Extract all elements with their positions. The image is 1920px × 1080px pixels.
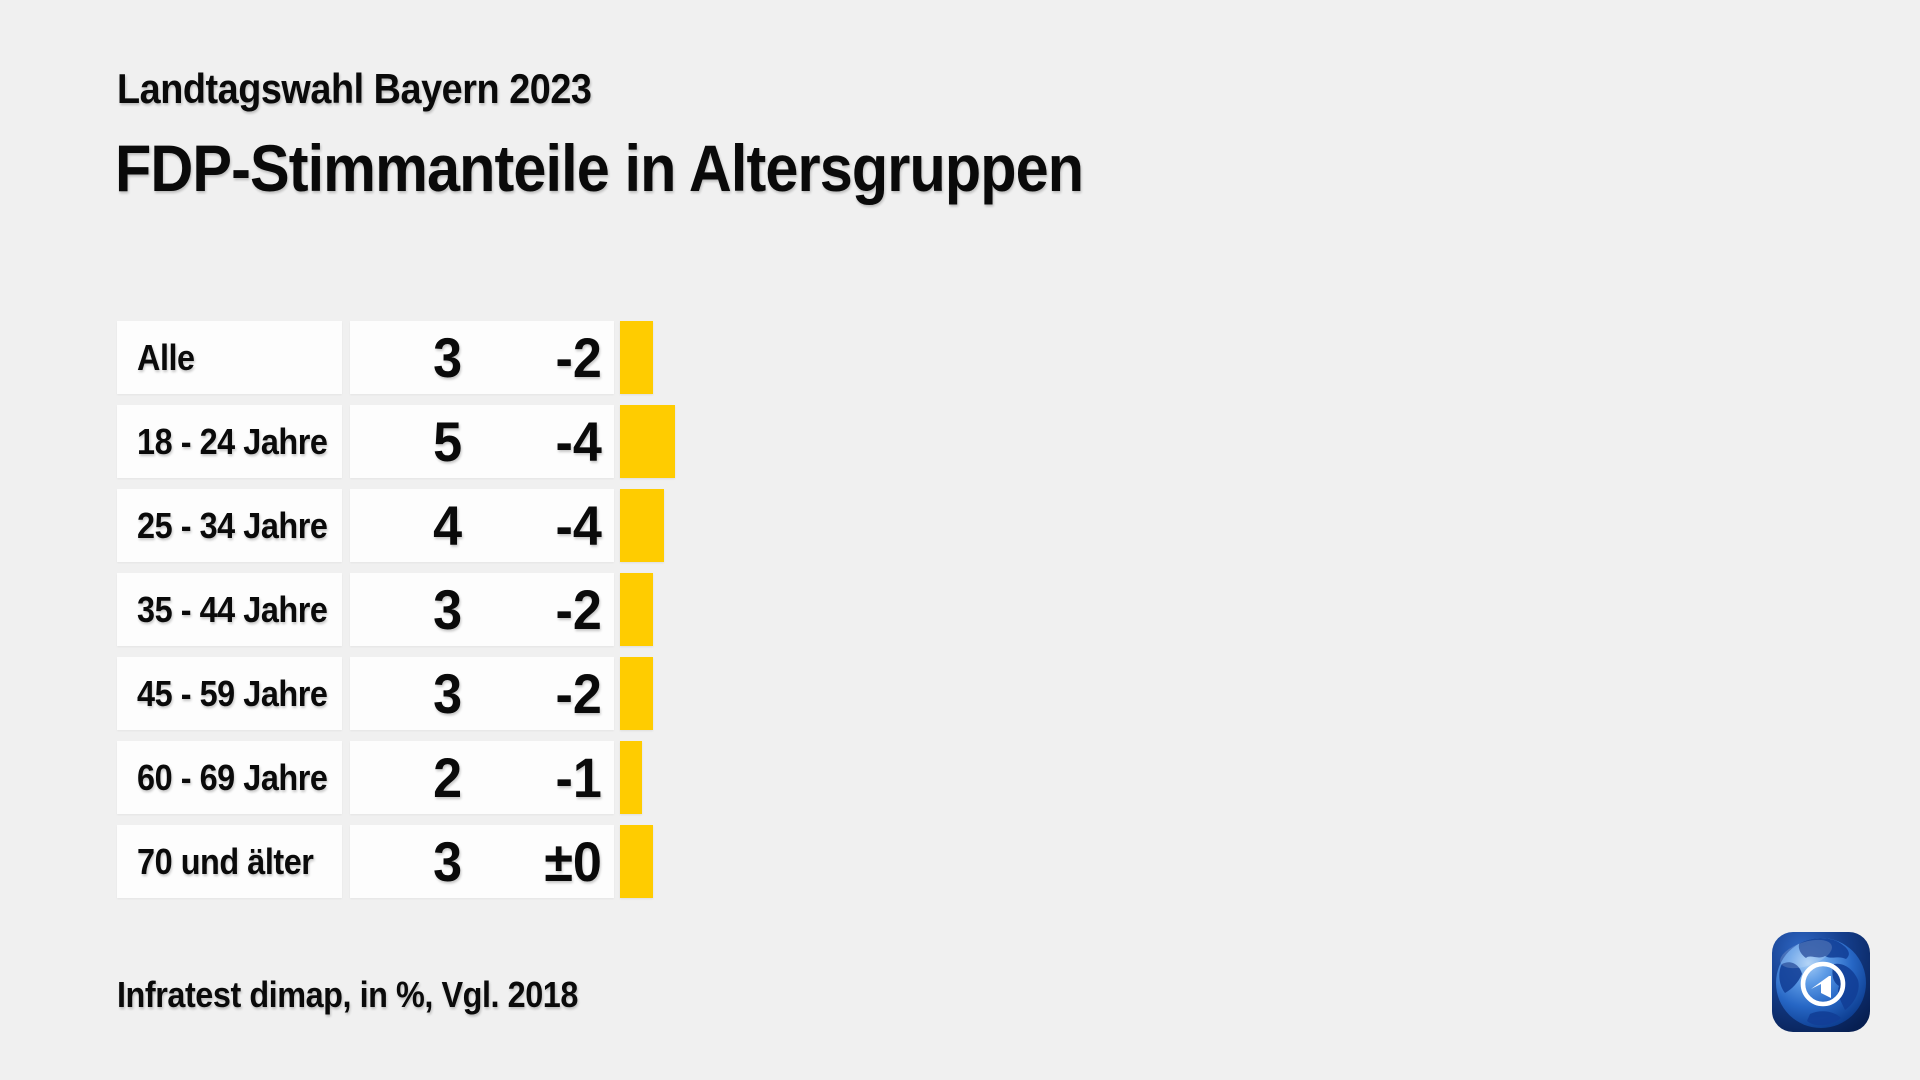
table-row: 45 - 59 Jahre 3 -2 <box>117 657 675 730</box>
ard-globe-icon <box>1772 932 1870 1032</box>
ard-logo <box>1772 932 1870 1032</box>
ard-one-icon <box>1811 976 1831 998</box>
fdp-bar <box>620 489 664 562</box>
vote-share-value: 3 <box>433 661 462 725</box>
age-group-label-cell: 18 - 24 Jahre <box>117 405 342 478</box>
fdp-bar <box>620 657 653 730</box>
table-row: 60 - 69 Jahre 2 -1 <box>117 741 675 814</box>
values-cell: 3 -2 <box>350 321 614 394</box>
age-group-label: 70 und älter <box>137 840 314 882</box>
fdp-bar <box>620 573 653 646</box>
diff-vs-2018-value: -2 <box>555 661 602 725</box>
fdp-bar <box>620 741 642 814</box>
vote-share-value-wrap: 5 <box>350 409 462 473</box>
page-title: FDP-Stimmanteile in Altersgruppen <box>115 131 1191 205</box>
diff-value-wrap: -4 <box>462 409 614 473</box>
age-group-label: Alle <box>137 336 195 378</box>
vote-share-value-wrap: 2 <box>350 745 462 809</box>
source-note-text: Infratest dimap, in %, Vgl. 2018 <box>117 974 578 1015</box>
fdp-bar <box>620 405 675 478</box>
values-cell: 5 -4 <box>350 405 614 478</box>
table-row: 18 - 24 Jahre 5 -4 <box>117 405 675 478</box>
age-group-label-cell: 70 und älter <box>117 825 342 898</box>
values-cell: 3 -2 <box>350 657 614 730</box>
age-group-label-cell: 45 - 59 Jahre <box>117 657 342 730</box>
diff-vs-2018-value: -2 <box>555 325 602 389</box>
vote-share-value-wrap: 3 <box>350 325 462 389</box>
age-group-label-cell: Alle <box>117 321 342 394</box>
values-cell: 3 ±0 <box>350 825 614 898</box>
vote-share-value-wrap: 3 <box>350 829 462 893</box>
fdp-bar <box>620 321 653 394</box>
chart-table: Alle 3 -2 18 - 24 Jahre 5 -4 25 - 34 Jah… <box>117 321 675 898</box>
vote-share-value-wrap: 3 <box>350 577 462 641</box>
age-group-label: 35 - 44 Jahre <box>137 588 328 630</box>
age-group-label-cell: 35 - 44 Jahre <box>117 573 342 646</box>
table-row: 25 - 34 Jahre 4 -4 <box>117 489 675 562</box>
vote-share-value: 3 <box>433 577 462 641</box>
vote-share-value-wrap: 3 <box>350 661 462 725</box>
diff-vs-2018-value: -1 <box>555 745 602 809</box>
vote-share-value: 4 <box>433 493 462 557</box>
diff-value-wrap: -2 <box>462 577 614 641</box>
vote-share-value-wrap: 4 <box>350 493 462 557</box>
vote-share-value: 5 <box>433 409 462 473</box>
diff-vs-2018-value: -2 <box>555 577 602 641</box>
chart-subtitle-text: Landtagswahl Bayern 2023 <box>117 65 592 112</box>
vote-share-value: 3 <box>433 829 462 893</box>
age-group-label: 18 - 24 Jahre <box>137 420 328 462</box>
chart-subtitle: Landtagswahl Bayern 2023 <box>117 65 644 112</box>
age-group-label-cell: 60 - 69 Jahre <box>117 741 342 814</box>
table-row: 35 - 44 Jahre 3 -2 <box>117 573 675 646</box>
values-cell: 2 -1 <box>350 741 614 814</box>
table-row: 70 und älter 3 ±0 <box>117 825 675 898</box>
table-row: Alle 3 -2 <box>117 321 675 394</box>
page-title-text: FDP-Stimmanteile in Altersgruppen <box>115 131 1084 205</box>
age-group-label: 25 - 34 Jahre <box>137 504 328 546</box>
diff-value-wrap: -2 <box>462 325 614 389</box>
diff-value-wrap: -1 <box>462 745 614 809</box>
age-group-label: 60 - 69 Jahre <box>137 756 328 798</box>
age-group-label: 45 - 59 Jahre <box>137 672 328 714</box>
diff-value-wrap: -4 <box>462 493 614 557</box>
diff-value-wrap: ±0 <box>462 829 614 893</box>
diff-vs-2018-value: -4 <box>555 493 602 557</box>
vote-share-value: 2 <box>433 745 462 809</box>
diff-vs-2018-value: -4 <box>555 409 602 473</box>
source-note: Infratest dimap, in %, Vgl. 2018 <box>117 974 629 1016</box>
diff-vs-2018-value: ±0 <box>544 829 602 893</box>
fdp-bar <box>620 825 653 898</box>
diff-value-wrap: -2 <box>462 661 614 725</box>
age-group-label-cell: 25 - 34 Jahre <box>117 489 342 562</box>
vote-share-value: 3 <box>433 325 462 389</box>
values-cell: 4 -4 <box>350 489 614 562</box>
values-cell: 3 -2 <box>350 573 614 646</box>
